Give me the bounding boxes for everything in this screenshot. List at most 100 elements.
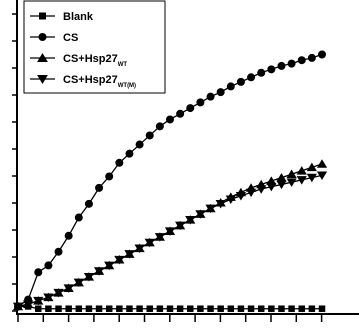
data-point-cs-hsp27wt-m (256, 185, 267, 194)
data-point-cs-hsp27wt-m (53, 288, 64, 298)
data-point-cs-hsp27wt-m (134, 244, 145, 253)
data-point-cs-hsp27wt-m (114, 255, 125, 265)
data-point-blank (45, 305, 52, 312)
data-point-blank (217, 305, 224, 312)
data-point-cs (84, 199, 93, 208)
data-point-cs-hsp27wt-m (215, 200, 226, 209)
data-point-cs (186, 104, 195, 113)
data-point-cs (267, 65, 276, 74)
data-point-cs (135, 140, 144, 149)
data-point-cs-hsp27wt-m (235, 192, 247, 201)
data-point-cs-hsp27wt-m (225, 195, 236, 204)
data-point-blank (227, 305, 235, 312)
data-point-blank (308, 305, 316, 312)
data-point-cs-hsp27wt-m (43, 293, 54, 302)
data-point-cs-hsp27wt-m (12, 302, 24, 312)
legend-entry-cs: CS (30, 32, 78, 44)
series-blank (14, 303, 326, 312)
data-point-cs-hsp27wt-m (73, 278, 84, 288)
data-point-blank (95, 305, 103, 312)
data-point-cs (318, 50, 326, 59)
legend-entry-blank: Blank (30, 11, 94, 23)
data-point-cs-hsp27wt-m (276, 180, 287, 190)
data-point-cs-hsp27wt (296, 166, 307, 175)
data-point-cs (125, 149, 134, 158)
data-point-cs (257, 68, 266, 77)
data-point-cs (105, 172, 114, 181)
data-point-blank (176, 305, 184, 312)
data-point-cs (226, 82, 235, 91)
data-point-cs-hsp27wt-m (185, 215, 196, 225)
data-point-cs-hsp27wt-m (63, 284, 74, 293)
data-point-blank (247, 305, 255, 312)
data-point-blank (278, 305, 285, 312)
data-point-blank (116, 305, 123, 312)
data-point-cs-hsp27wt (276, 172, 287, 182)
data-point-blank (85, 305, 93, 312)
data-point-cs-hsp27wt-m (93, 267, 105, 276)
legend-entry-cs-hsp27wt-m: CS+Hsp27WT(M) (30, 74, 136, 89)
data-point-cs-hsp27wt (266, 176, 277, 185)
legend-marker (37, 53, 48, 63)
data-point-blank (268, 305, 275, 312)
data-point-cs-hsp27wt-m (83, 272, 95, 282)
chart-axes (12, 0, 359, 322)
data-point-blank (156, 305, 164, 312)
data-point-blank (75, 305, 83, 312)
data-point-cs-hsp27wt-m (245, 188, 257, 198)
data-point-cs (277, 61, 286, 70)
data-point-blank (166, 305, 174, 312)
data-point-cs-hsp27wt-m (306, 173, 317, 183)
legend: Blank CS CS+Hsp27WT CS+Hsp27WT(M) (23, 0, 166, 94)
legend-marker (37, 74, 48, 84)
data-point-blank (105, 305, 113, 312)
data-point-blank (237, 305, 245, 312)
data-point-blank (318, 305, 326, 312)
data-point-cs (307, 53, 316, 62)
data-point-cs (115, 158, 124, 167)
data-point-cs (287, 59, 296, 68)
data-point-cs-hsp27wt-m (164, 227, 176, 236)
data-point-cs-hsp27wt-m (124, 250, 135, 259)
series-cs (14, 50, 326, 311)
data-point-cs (297, 56, 306, 65)
data-point-cs (54, 247, 63, 256)
data-point-cs-hsp27wt-m (175, 221, 186, 231)
data-point-blank (207, 305, 214, 312)
data-point-cs-hsp27wt (286, 169, 297, 179)
data-point-cs (95, 183, 104, 192)
legend-label: CS (63, 32, 78, 44)
data-point-cs (176, 109, 185, 118)
data-point-cs (34, 268, 43, 277)
legend-label: Blank (63, 11, 94, 23)
legend-entry-cs-hsp27wt: CS+Hsp27WT (30, 53, 127, 68)
data-point-cs-hsp27wt-m (266, 182, 277, 192)
data-point-blank (146, 305, 153, 312)
data-point-cs-hsp27wt-m (104, 261, 115, 271)
legend-marker (39, 12, 46, 20)
data-point-blank (65, 305, 72, 312)
data-point-blank (257, 305, 265, 312)
data-point-cs (206, 92, 215, 101)
data-point-cs (247, 73, 256, 82)
data-point-cs-hsp27wt-m (205, 204, 216, 214)
data-point-blank (197, 305, 204, 312)
data-point-cs-hsp27wt-m (316, 171, 328, 181)
data-point-cs-hsp27wt-m (296, 176, 307, 185)
series-line-cs-hsp27wt-m (17, 174, 323, 308)
data-point-cs-hsp27wt-m (195, 210, 206, 219)
data-point-cs (155, 122, 164, 131)
data-point-cs-hsp27wt-m (144, 238, 155, 248)
data-point-cs-hsp27wt-m (286, 178, 297, 187)
data-point-blank (126, 305, 133, 312)
data-point-cs (196, 98, 205, 107)
data-point-cs-hsp27wt-m (33, 296, 44, 306)
data-point-blank (298, 305, 305, 312)
data-point-cs-hsp27wt (316, 159, 328, 168)
data-point-cs (44, 261, 53, 270)
data-point-blank (55, 305, 62, 312)
data-point-cs (64, 231, 73, 240)
legend-marker (38, 33, 47, 41)
data-point-cs-hsp27wt-m (154, 233, 165, 242)
